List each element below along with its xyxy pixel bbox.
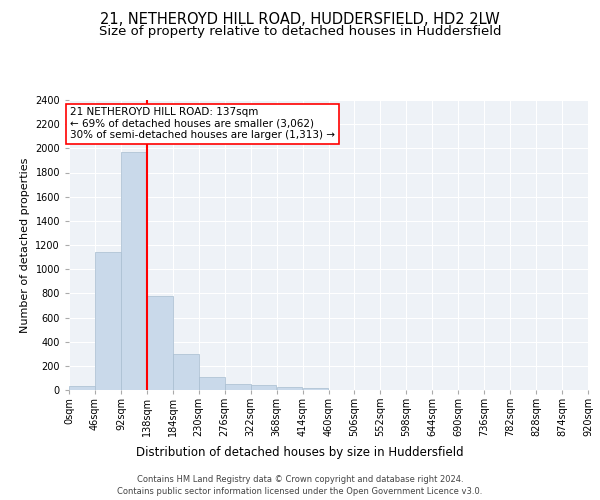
Bar [173,354,199,390]
Bar [69,386,95,390]
Bar [225,384,251,390]
Text: Distribution of detached houses by size in Huddersfield: Distribution of detached houses by size … [136,446,464,459]
Text: 21 NETHEROYD HILL ROAD: 137sqm
← 69% of detached houses are smaller (3,062)
30% : 21 NETHEROYD HILL ROAD: 137sqm ← 69% of … [70,108,335,140]
Bar [121,152,147,390]
Bar [251,385,277,390]
Bar [147,296,173,390]
Text: 21, NETHEROYD HILL ROAD, HUDDERSFIELD, HD2 2LW: 21, NETHEROYD HILL ROAD, HUDDERSFIELD, H… [100,12,500,28]
Text: Size of property relative to detached houses in Huddersfield: Size of property relative to detached ho… [99,25,501,38]
Bar [199,378,224,390]
Bar [277,387,302,390]
Text: Contains public sector information licensed under the Open Government Licence v3: Contains public sector information licen… [118,486,482,496]
Text: Contains HM Land Registry data © Crown copyright and database right 2024.: Contains HM Land Registry data © Crown c… [137,476,463,484]
Y-axis label: Number of detached properties: Number of detached properties [20,158,29,332]
Bar [302,388,328,390]
Bar [95,252,121,390]
